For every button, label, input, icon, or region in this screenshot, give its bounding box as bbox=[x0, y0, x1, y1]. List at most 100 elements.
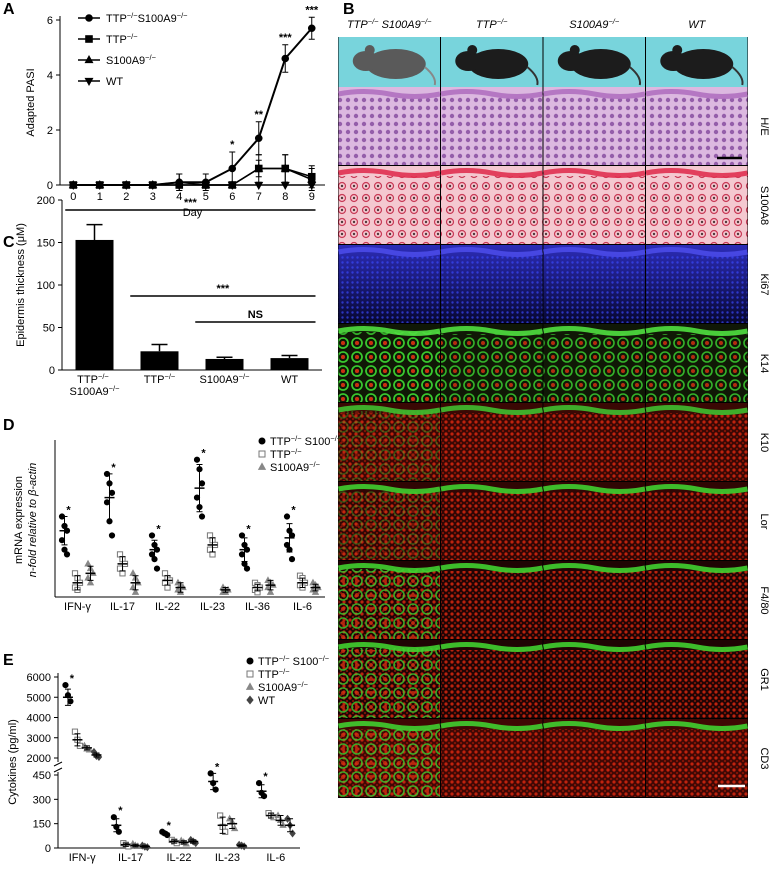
x-tick-label: IL-17 bbox=[110, 601, 135, 613]
y-tick-label: 2000 bbox=[27, 753, 51, 765]
micrograph-texture bbox=[441, 571, 543, 639]
marker bbox=[280, 163, 290, 172]
marker bbox=[257, 462, 267, 470]
micrograph-texture bbox=[646, 97, 748, 165]
column-header: S100A9−/− bbox=[569, 17, 620, 32]
marker bbox=[246, 695, 254, 705]
row-label: H/E bbox=[758, 117, 770, 135]
x-tick-label: IL-17 bbox=[118, 852, 143, 864]
micrograph-texture bbox=[543, 650, 645, 718]
marker bbox=[153, 565, 161, 572]
panel-label: B bbox=[343, 1, 355, 18]
significance: *** bbox=[279, 32, 293, 44]
marker bbox=[246, 657, 254, 665]
legend-label: S100A9−/− bbox=[106, 53, 156, 68]
error-bar bbox=[86, 223, 103, 240]
marker bbox=[228, 164, 237, 173]
marker bbox=[148, 532, 156, 539]
epidermis-band bbox=[543, 721, 646, 731]
y-tick-label: 150 bbox=[33, 819, 51, 831]
legend-label: WT bbox=[258, 695, 275, 707]
marker bbox=[84, 55, 94, 64]
mouse-tail bbox=[424, 66, 437, 86]
micrograph-texture bbox=[543, 492, 645, 560]
marker bbox=[121, 181, 131, 190]
marker bbox=[103, 499, 111, 506]
y-axis-label: Adapted PASI bbox=[25, 68, 37, 136]
y-axis-label: mRNA expression bbox=[13, 476, 25, 564]
epidermis-band bbox=[440, 484, 543, 494]
y-tick-label: 450 bbox=[33, 770, 51, 782]
x-tick-label: 2 bbox=[123, 191, 129, 203]
mouse-body bbox=[468, 49, 529, 79]
micrograph-texture bbox=[646, 413, 748, 481]
epidermis-band bbox=[338, 484, 441, 494]
marker bbox=[311, 588, 320, 595]
comparison-label: *** bbox=[216, 283, 230, 295]
marker bbox=[164, 584, 171, 591]
y-tick-label: 6000 bbox=[27, 672, 51, 684]
marker bbox=[198, 513, 206, 520]
epidermis-band bbox=[440, 642, 543, 652]
x-tick-label: IL-36 bbox=[245, 601, 270, 613]
marker bbox=[85, 14, 93, 22]
micrograph-texture bbox=[646, 334, 748, 402]
x-tick-label: 4 bbox=[176, 191, 182, 203]
marker bbox=[274, 811, 282, 819]
significance: * bbox=[291, 505, 296, 517]
bar bbox=[140, 351, 179, 370]
epidermis-band bbox=[543, 484, 646, 494]
mouse-body bbox=[570, 49, 631, 79]
marker bbox=[283, 513, 291, 520]
epidermis-band bbox=[338, 89, 441, 99]
error-bar bbox=[151, 343, 168, 352]
row-label: F4/80 bbox=[758, 586, 770, 614]
epidermis-band bbox=[338, 563, 441, 573]
x-tick-label: 8 bbox=[282, 191, 288, 203]
y-tick-label: 0 bbox=[49, 365, 55, 377]
bar bbox=[75, 239, 114, 370]
micrograph-texture bbox=[646, 492, 748, 560]
epidermis-band bbox=[338, 405, 441, 415]
epidermis-band bbox=[543, 326, 646, 336]
significance: * bbox=[70, 673, 75, 685]
y-tick-label: 0 bbox=[47, 180, 53, 192]
mouse-ear bbox=[467, 45, 478, 55]
row-label: S100A8 bbox=[758, 186, 770, 225]
epidermis-band bbox=[645, 484, 748, 494]
epidermis-band bbox=[440, 89, 543, 99]
marker bbox=[266, 588, 275, 595]
epidermis-band bbox=[543, 642, 646, 652]
significance: * bbox=[230, 139, 235, 151]
marker bbox=[225, 814, 234, 822]
x-tick-label: 6 bbox=[229, 191, 235, 203]
significance: * bbox=[111, 462, 116, 474]
micrograph-texture bbox=[441, 492, 543, 560]
significance: * bbox=[66, 505, 71, 517]
marker bbox=[84, 77, 94, 86]
y-tick-label: 150 bbox=[37, 238, 55, 250]
epidermis-band bbox=[440, 405, 543, 415]
epidermis-band bbox=[338, 326, 441, 336]
significance: * bbox=[263, 771, 268, 783]
marker bbox=[84, 559, 92, 567]
micrograph-texture bbox=[338, 648, 440, 718]
marker bbox=[288, 556, 296, 563]
marker bbox=[68, 181, 78, 190]
panel-label: A bbox=[3, 1, 15, 18]
mouse-body bbox=[673, 49, 734, 79]
marker bbox=[108, 532, 116, 539]
micrograph-texture bbox=[646, 650, 748, 718]
significance: * bbox=[167, 820, 172, 832]
marker bbox=[62, 682, 69, 689]
marker bbox=[86, 578, 95, 586]
x-tick-label: TTP−/− S100A9−/− bbox=[70, 372, 120, 399]
marker bbox=[85, 35, 93, 43]
x-tick-label: S100A9−/− bbox=[200, 372, 250, 387]
micrograph-texture bbox=[543, 334, 645, 402]
marker bbox=[201, 181, 211, 190]
row-label: Ki67 bbox=[758, 273, 770, 295]
marker bbox=[193, 456, 201, 463]
marker bbox=[280, 181, 290, 190]
epidermis-band bbox=[338, 721, 441, 731]
